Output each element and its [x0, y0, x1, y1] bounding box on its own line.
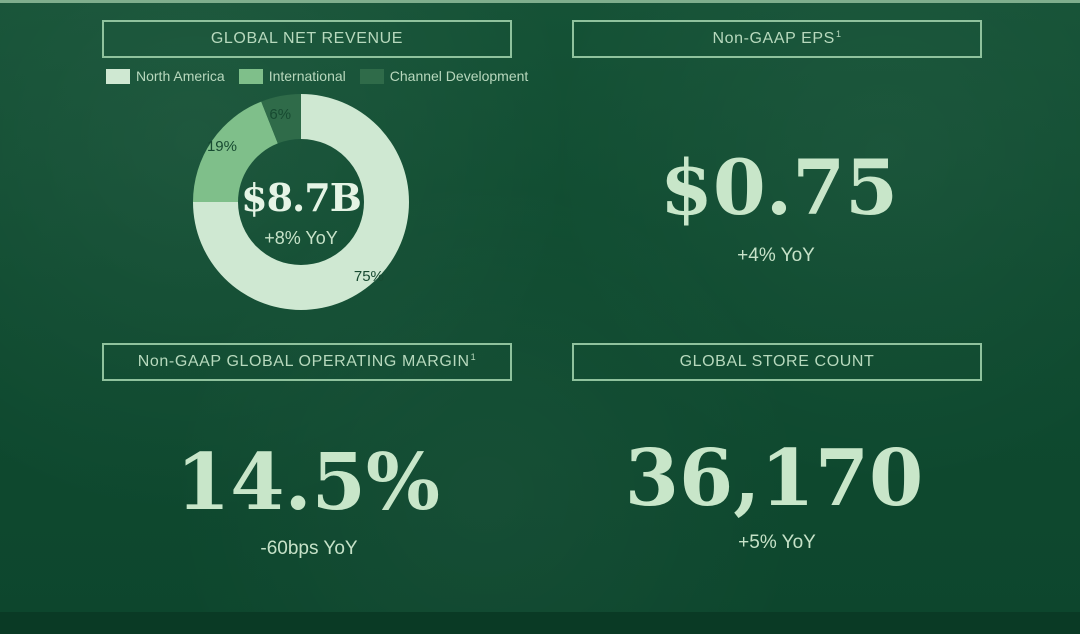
donut-svg — [193, 94, 409, 310]
margin-change: -60bps YoY — [260, 538, 358, 559]
revenue-donut-chart: $8.7B +8% YoY 75% 19% 6% — [191, 92, 411, 312]
margin-title-box: Non-GAAP GLOBAL OPERATING MARGIN 1 — [102, 343, 512, 381]
eps-title-box: Non-GAAP EPS 1 — [572, 20, 982, 58]
legend-item: North America — [106, 68, 225, 84]
legend-label: International — [268, 68, 346, 84]
donut-slice-north-america — [193, 94, 409, 310]
donut-percentage-label: 75% — [353, 267, 384, 285]
eps-title: Non-GAAP EPS — [712, 30, 835, 47]
legend-label: Channel Development — [389, 68, 529, 84]
margin-title: Non-GAAP GLOBAL OPERATING MARGIN — [137, 353, 470, 370]
legend-item: Channel Development — [359, 68, 529, 84]
legend-swatch — [238, 68, 263, 84]
eps-value: $0.75 — [660, 143, 898, 232]
margin-title-wrapper: Non-GAAP GLOBAL OPERATING MARGIN 1 — [138, 353, 476, 371]
donut-slice-channel-development — [261, 94, 301, 144]
donut-percentage-label: 19% — [206, 137, 237, 155]
legend-label: North America — [136, 68, 225, 84]
top-accent-line — [0, 0, 1080, 3]
revenue-center-value: $8.7B — [241, 175, 362, 220]
revenue-title-box: GLOBAL NET REVENUE — [102, 20, 512, 58]
legend-item: International — [238, 68, 346, 84]
stores-value: 36,170 — [624, 433, 924, 524]
stores-title-box: GLOBAL STORE COUNT — [572, 343, 982, 381]
revenue-title: GLOBAL NET REVENUE — [210, 30, 404, 47]
stores-change: +5% YoY — [738, 532, 816, 553]
legend-swatch — [359, 68, 384, 84]
eps-superscript: 1 — [835, 29, 842, 39]
donut-percentage-label: 6% — [269, 105, 292, 123]
legend-swatch — [106, 68, 130, 84]
bottom-band — [0, 612, 1080, 634]
eps-change: +4% YoY — [737, 245, 815, 266]
eps-title-wrapper: Non-GAAP EPS 1 — [712, 30, 841, 48]
donut-slice-international — [193, 101, 278, 202]
stores-title: GLOBAL STORE COUNT — [679, 353, 875, 370]
margin-superscript: 1 — [470, 352, 477, 362]
margin-value: 14.5% — [175, 437, 441, 528]
revenue-center-change: +8% YoY — [264, 228, 338, 248]
revenue-legend: North America International Channel Develo… — [106, 66, 529, 86]
